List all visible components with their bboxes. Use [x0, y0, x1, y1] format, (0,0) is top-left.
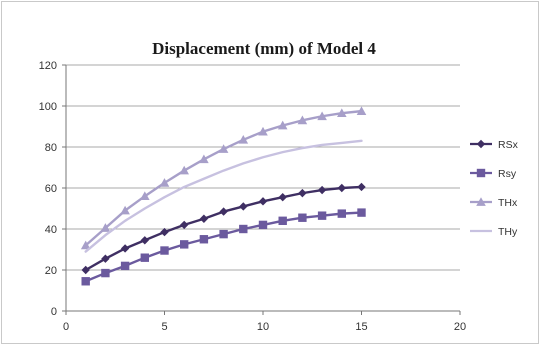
data-point-rsx [317, 185, 327, 195]
series-line-rsx [84, 185, 363, 272]
data-point-rsx [219, 207, 228, 216]
series-rsx [81, 182, 366, 275]
data-point-thx [179, 165, 189, 175]
data-point-thx [258, 126, 268, 136]
data-point-rsy [239, 224, 248, 234]
data-point-rsx [140, 236, 149, 245]
data-point-rsx [180, 220, 189, 230]
data-point-rsy [219, 229, 228, 239]
legend-label-rsx: RSx [498, 139, 519, 151]
chart-title: Displacement (mm) of Model 4 [152, 39, 376, 58]
data-point-thx [100, 223, 111, 232]
data-point-rsy [357, 208, 366, 217]
data-point-thx [159, 178, 170, 187]
data-point-rsy [140, 253, 149, 262]
y-tick-label-60: 60 [45, 183, 57, 195]
data-point-rsy [199, 235, 209, 244]
y-tick-label-100: 100 [39, 101, 57, 113]
data-point-thx [120, 205, 130, 215]
data-point-rsx [81, 265, 90, 275]
y-tick-label-0: 0 [51, 306, 57, 318]
legend-item-thy: THy [470, 226, 518, 238]
data-point-rsy [278, 216, 287, 225]
legend-item-rsx: RSx [470, 139, 519, 151]
data-point-thx [337, 108, 347, 118]
series-layer [80, 106, 367, 286]
data-point-rsx [258, 197, 268, 206]
legend-item-thx: THx [470, 197, 518, 209]
data-point-thx [140, 191, 150, 201]
data-point-rsy [317, 211, 327, 220]
data-point-rsx [357, 182, 366, 192]
axis-layer: 0 20 40 60 80 100 120 0 5 10 15 20 [39, 60, 466, 333]
x-tick-label-15: 15 [355, 321, 367, 333]
legend-marker-thx [476, 197, 486, 206]
y-tick-label-40: 40 [45, 224, 57, 236]
series-line-thy [84, 139, 363, 253]
data-point-rsy [81, 277, 90, 286]
grid-layer [66, 64, 460, 271]
legend-label-thy: THy [498, 226, 518, 238]
data-point-rsy [258, 220, 268, 230]
series-line-thx [84, 109, 363, 247]
data-point-rsy [337, 209, 346, 218]
data-point-thx [317, 111, 327, 121]
data-point-rsy [101, 268, 110, 278]
data-point-thx [356, 106, 367, 115]
data-point-rsy [160, 246, 169, 255]
legend-item-rsy: Rsy [470, 168, 517, 180]
data-point-rsy [180, 240, 189, 249]
data-point-thx [218, 144, 229, 153]
data-point-rsx [337, 183, 346, 193]
y-tick-label-120: 120 [39, 60, 57, 72]
data-point-rsx [120, 244, 130, 253]
data-point-thx [80, 240, 91, 250]
legend-label-thx: THx [498, 197, 518, 209]
y-tick-label-20: 20 [45, 265, 57, 277]
x-tick-label-0: 0 [63, 321, 69, 333]
data-point-thx [199, 154, 209, 164]
data-point-thx [297, 115, 308, 125]
legend-marker-rsx [476, 139, 486, 149]
data-point-rsy [120, 261, 130, 271]
y-tick-label-80: 80 [45, 142, 57, 154]
x-tick-label-10: 10 [257, 321, 269, 333]
data-point-thx [277, 120, 288, 130]
data-point-rsx [101, 254, 110, 263]
series-rsy [81, 208, 366, 286]
legend-label-rsy: Rsy [498, 168, 517, 180]
x-tick-label-5: 5 [161, 321, 167, 333]
series-thy [84, 139, 363, 253]
data-point-rsy [298, 213, 307, 222]
data-point-thx [238, 135, 249, 144]
x-tick-label-20: 20 [454, 321, 466, 333]
data-point-rsx [199, 214, 209, 223]
data-point-rsx [298, 188, 307, 198]
data-point-rsx [160, 227, 169, 237]
series-thx [80, 106, 367, 250]
data-point-rsx [239, 202, 248, 211]
legend: RSx Rsy THx THy [470, 139, 519, 238]
legend-marker-rsy [476, 168, 486, 178]
data-point-rsx [278, 193, 287, 202]
